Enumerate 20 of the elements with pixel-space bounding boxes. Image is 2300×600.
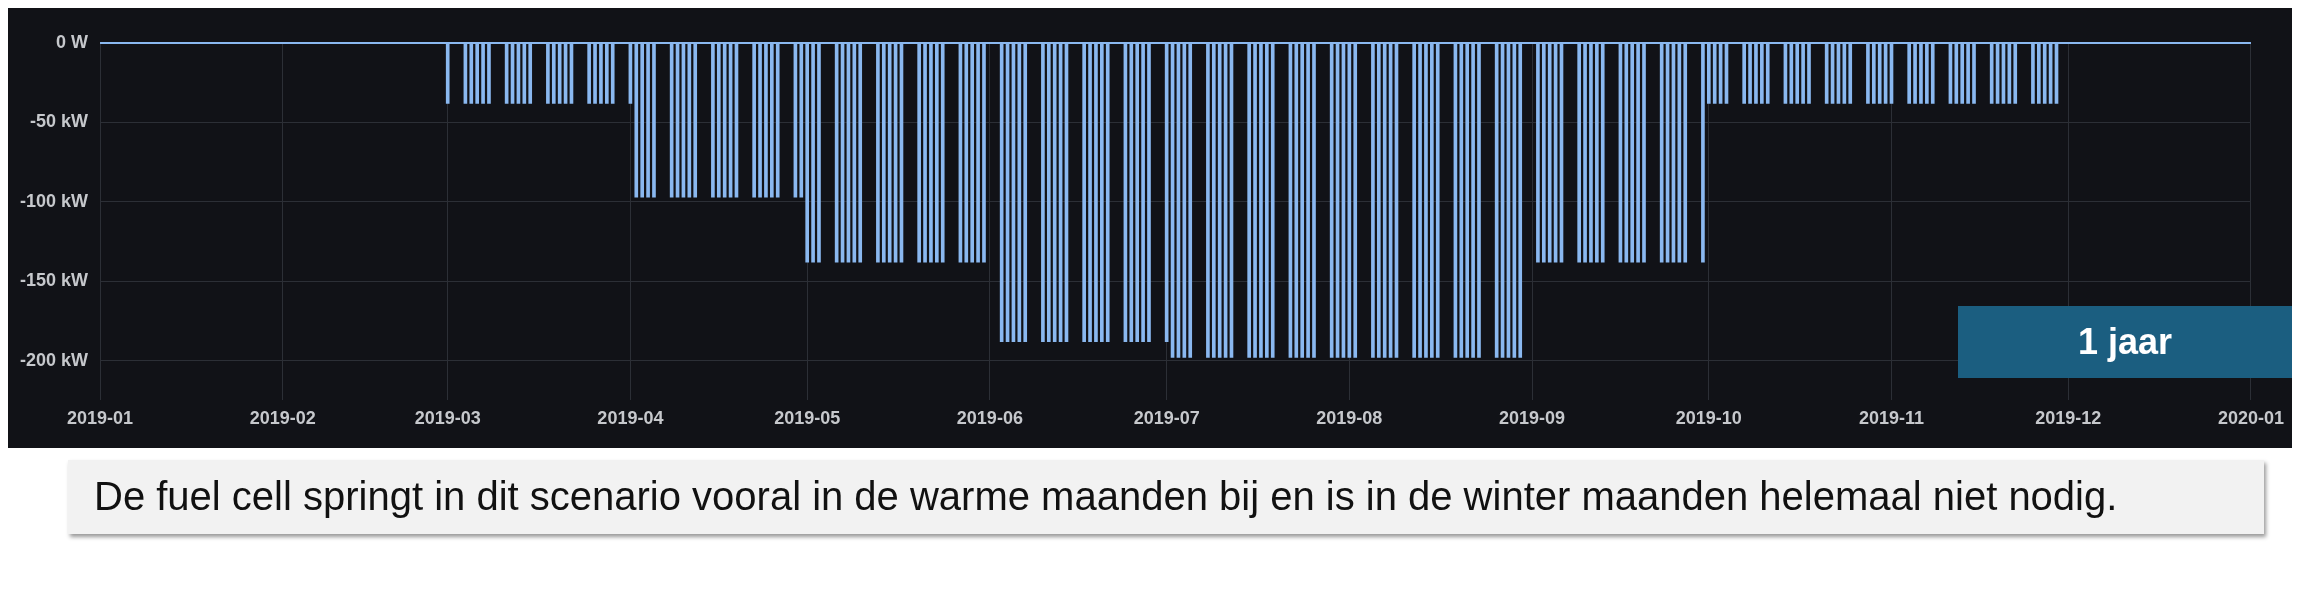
y-tick-label: -150 kW — [20, 270, 89, 291]
x-tick-label: 2020-01 — [2217, 408, 2284, 429]
x-tick-label: 2019-02 — [249, 408, 316, 429]
text: De fuel cell springt in dit scenario vooral in de warme maanden bij en is in de winter maanden helemaal niet nodig. — [68, 460, 2264, 534]
x-tick-label: 2019-11 — [1858, 408, 1925, 429]
x-tick-label: 2019-04 — [597, 408, 664, 429]
x-tick-label: 2019-09 — [1498, 408, 1566, 429]
x-tick-label: 2019-08 — [1316, 408, 1383, 429]
x-tick-label: 2019-07 — [1133, 408, 1200, 429]
y-tick-label: 0 W — [56, 31, 89, 52]
x-tick-label: 2019-10 — [1675, 408, 1742, 429]
y-tick-label: -200 kW — [20, 349, 89, 370]
y-tick-label: -50 kW — [30, 111, 89, 132]
x-tick-label: 2019-12 — [2035, 408, 2102, 429]
x-tick-label: 2019-06 — [956, 408, 1023, 429]
label-badge: 1 jaar — [1958, 306, 2292, 378]
x-tick-label: 2019-03 — [414, 408, 481, 429]
x-tick-label: 2019-05 — [774, 408, 841, 429]
y-tick-label: -100 kW — [20, 190, 89, 211]
x-tick-label: 2019-01 — [67, 408, 134, 429]
